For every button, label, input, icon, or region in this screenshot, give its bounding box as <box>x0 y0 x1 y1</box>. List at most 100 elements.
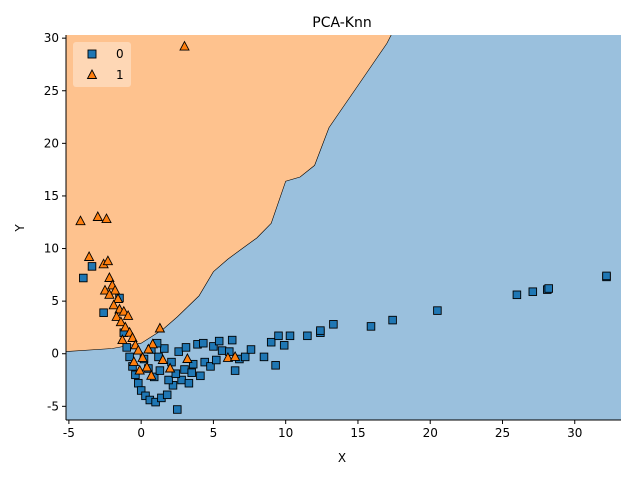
point-class-0-53 <box>271 361 280 370</box>
point-class-0-24 <box>206 362 215 371</box>
legend-label-1: 1 <box>116 68 124 82</box>
point-class-1-24 <box>133 344 144 355</box>
point-class-1-12 <box>112 293 124 303</box>
point-class-0-60 <box>329 320 338 329</box>
point-class-0-6 <box>125 352 134 362</box>
point-class-1-31 <box>164 362 176 373</box>
point-class-1-25 <box>137 351 148 362</box>
y-tick-label: -5 <box>47 399 59 413</box>
point-class-0-10 <box>136 386 146 395</box>
point-class-0-34 <box>167 357 176 367</box>
point-class-1-15 <box>118 305 130 316</box>
point-class-0-61 <box>366 322 376 331</box>
point-class-0-30 <box>240 352 250 362</box>
x-tick-label: 25 <box>495 426 510 440</box>
decision-boundary <box>66 35 392 352</box>
point-class-0-47 <box>187 368 196 377</box>
legend-marker-0 <box>87 49 97 59</box>
point-class-0-56 <box>285 331 295 341</box>
point-class-0-1 <box>87 262 97 271</box>
point-class-1-33 <box>229 350 241 361</box>
point-class-0-23 <box>200 357 209 367</box>
point-class-0-63 <box>433 306 442 315</box>
point-class-0-26 <box>217 346 227 355</box>
point-class-1-19 <box>122 309 134 320</box>
point-class-1-1 <box>75 215 86 226</box>
y-tick-label: 25 <box>44 84 59 98</box>
point-class-1-22 <box>117 334 128 345</box>
y-tick-label: 10 <box>44 242 59 256</box>
point-class-0-9 <box>134 378 143 388</box>
plot-area <box>66 35 621 420</box>
x-tick-label: 10 <box>278 426 293 440</box>
point-class-1-6 <box>102 255 114 266</box>
point-class-1-9 <box>109 284 121 295</box>
point-class-1-4 <box>83 251 95 261</box>
chart-title: PCA-Knn <box>312 15 371 31</box>
point-class-1-17 <box>115 316 127 327</box>
x-tick-label: 0 <box>137 426 145 440</box>
point-class-0-39 <box>209 342 218 351</box>
point-class-0-31 <box>246 345 256 354</box>
legend-marker-1 <box>86 69 98 79</box>
point-class-0-59 <box>316 326 325 335</box>
point-class-0-45 <box>164 375 173 385</box>
point-class-0-5 <box>122 343 131 352</box>
point-class-0-65 <box>528 287 538 296</box>
point-class-0-15 <box>162 390 172 400</box>
point-class-0-0 <box>79 273 88 283</box>
point-class-0-69 <box>602 271 611 281</box>
point-class-0-38 <box>199 338 208 348</box>
point-class-0-16 <box>173 405 182 414</box>
x-tick-label: -5 <box>63 426 75 440</box>
point-class-1-21 <box>127 332 138 342</box>
y-tick-label: 20 <box>44 136 59 150</box>
point-class-0-41 <box>227 335 237 345</box>
y-tick-label: 15 <box>44 189 59 203</box>
y-tick-label: 5 <box>51 294 59 308</box>
point-class-0-8 <box>131 370 140 380</box>
point-class-1-16 <box>111 310 122 321</box>
point-class-0-36 <box>181 343 191 352</box>
point-class-0-20 <box>180 365 189 374</box>
y-tick-label: 0 <box>51 347 59 361</box>
point-class-1-37 <box>143 343 154 354</box>
x-tick-label: 20 <box>423 426 438 440</box>
point-class-1-18 <box>120 321 131 332</box>
point-class-0-64 <box>512 290 522 300</box>
point-class-0-40 <box>214 336 224 346</box>
data-points <box>75 40 611 414</box>
point-class-0-44 <box>155 366 165 375</box>
point-class-1-30 <box>157 354 169 364</box>
point-class-0-33 <box>160 344 169 353</box>
legend-box <box>73 42 131 87</box>
point-class-0-46 <box>171 369 181 378</box>
point-class-0-55 <box>279 341 289 350</box>
x-tick-label: 5 <box>210 426 218 440</box>
point-class-1-10 <box>99 284 111 295</box>
x-tick-label: 30 <box>567 426 582 440</box>
point-class-1-0 <box>179 40 190 51</box>
point-class-0-2 <box>99 308 108 317</box>
point-class-0-25 <box>212 355 221 365</box>
point-class-1-7 <box>104 272 115 282</box>
point-class-0-67 <box>544 284 553 293</box>
point-class-0-19 <box>184 378 194 388</box>
y-axis-label: Y <box>13 224 27 233</box>
y-tick-label: 30 <box>44 31 59 45</box>
point-class-0-62 <box>388 315 397 325</box>
point-class-1-28 <box>154 322 166 333</box>
y-axis: -5 0 5 10 15 20 25 30 <box>44 31 67 420</box>
point-class-1-32 <box>222 351 234 362</box>
point-class-1-35 <box>128 356 140 367</box>
point-class-1-29 <box>147 338 158 349</box>
point-class-0-27 <box>225 347 234 356</box>
point-class-1-3 <box>101 213 112 224</box>
legend: 01 <box>73 42 131 87</box>
point-class-0-57 <box>303 331 312 341</box>
point-class-1-27 <box>146 369 157 380</box>
point-class-0-54 <box>274 331 283 341</box>
point-class-0-22 <box>196 371 205 381</box>
point-class-0-28 <box>230 366 240 375</box>
